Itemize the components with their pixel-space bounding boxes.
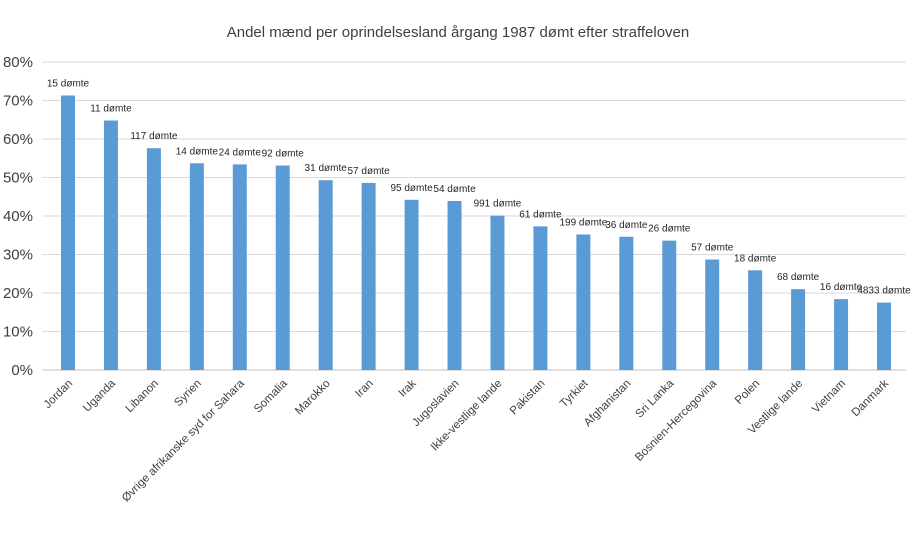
data-label: 92 dømte xyxy=(262,149,305,160)
y-axis-tick-labels: 0% 10% 20% 30% 40% 50% 60% 70% 80% xyxy=(3,54,33,379)
data-label: 31 dømte xyxy=(305,163,348,174)
data-label: 26 dømte xyxy=(648,224,691,235)
bar xyxy=(61,95,75,371)
x-tick-label: Tyrkiet xyxy=(558,377,591,410)
data-label: 18 dømte xyxy=(734,253,777,264)
data-label: 36 dømte xyxy=(605,220,648,231)
data-label: 117 dømte xyxy=(130,131,177,142)
bar xyxy=(705,259,720,370)
bar xyxy=(447,200,462,370)
data-label: 54 dømte xyxy=(433,184,476,195)
data-label: 57 dømte xyxy=(348,166,391,177)
data-label: 15 dømte xyxy=(47,78,90,89)
x-tick-label: Vietnam xyxy=(810,378,848,416)
y-tick-label: 10% xyxy=(3,324,33,341)
y-tick-label: 80% xyxy=(3,54,33,71)
data-label: 199 dømte xyxy=(559,217,607,228)
x-tick-label: Danmark xyxy=(850,377,892,419)
bar xyxy=(103,120,118,371)
bar xyxy=(361,182,376,370)
data-label: 991 dømte xyxy=(474,199,522,210)
data-label: 68 dømte xyxy=(777,272,820,283)
bar xyxy=(791,289,806,370)
data-label: 95 dømte xyxy=(390,183,433,194)
x-tick-label: Marokko xyxy=(293,378,333,418)
bar xyxy=(619,236,634,370)
y-tick-label: 0% xyxy=(11,362,33,379)
data-labels: 15 dømte 11 dømte 117 dømte 14 dømte 24 dømt… xyxy=(47,78,911,296)
y-tick-label: 40% xyxy=(3,208,33,225)
bar xyxy=(490,215,505,370)
x-tick-label: Irak xyxy=(397,377,419,399)
y-tick-label: 30% xyxy=(3,247,33,264)
y-tick-label: 70% xyxy=(3,93,33,110)
data-label: 4833 dømte xyxy=(857,286,911,297)
x-tick-label: Pakistan xyxy=(508,378,548,418)
x-tick-label: Syrien xyxy=(172,378,204,410)
bar xyxy=(146,148,161,370)
data-label: 16 dømte xyxy=(820,282,863,293)
data-label: 24 dømte xyxy=(219,147,262,158)
bar xyxy=(318,180,333,370)
bar xyxy=(404,199,419,370)
bar xyxy=(275,165,290,370)
bar xyxy=(232,164,247,370)
x-tick-label: Jordan xyxy=(42,378,75,411)
y-tick-label: 60% xyxy=(3,131,33,148)
bar xyxy=(662,240,677,370)
bars xyxy=(61,95,891,371)
y-tick-label: 20% xyxy=(3,285,33,302)
bar xyxy=(189,163,204,370)
data-label: 57 dømte xyxy=(691,243,734,254)
gridlines xyxy=(42,61,906,371)
x-tick-label: Uganda xyxy=(81,377,118,414)
chart-title: Andel mænd per oprindelsesland årgang 19… xyxy=(227,24,690,41)
data-label: 14 dømte xyxy=(176,146,219,157)
x-tick-label: Sri Lanka xyxy=(634,377,677,420)
x-tick-label: Polen xyxy=(733,378,762,407)
x-tick-label: Libanon xyxy=(124,378,161,415)
bar xyxy=(748,270,763,370)
y-tick-label: 50% xyxy=(3,170,33,187)
x-tick-label: Ikke-vestlige lande xyxy=(429,378,505,454)
x-tick-label: Bosnien-Hercegovina xyxy=(633,377,720,464)
bar xyxy=(877,302,891,370)
x-tick-label: Somalia xyxy=(252,377,290,415)
data-label: 11 dømte xyxy=(90,104,132,115)
bar xyxy=(834,299,849,370)
bar xyxy=(576,234,591,370)
bar xyxy=(533,226,548,370)
data-label: 61 dømte xyxy=(519,209,562,220)
x-tick-label: Iran xyxy=(353,378,376,401)
